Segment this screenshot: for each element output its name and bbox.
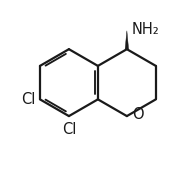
Polygon shape — [125, 31, 129, 49]
Text: NH₂: NH₂ — [132, 22, 159, 37]
Text: Cl: Cl — [22, 92, 36, 107]
Text: Cl: Cl — [62, 122, 76, 137]
Text: O: O — [132, 107, 143, 122]
